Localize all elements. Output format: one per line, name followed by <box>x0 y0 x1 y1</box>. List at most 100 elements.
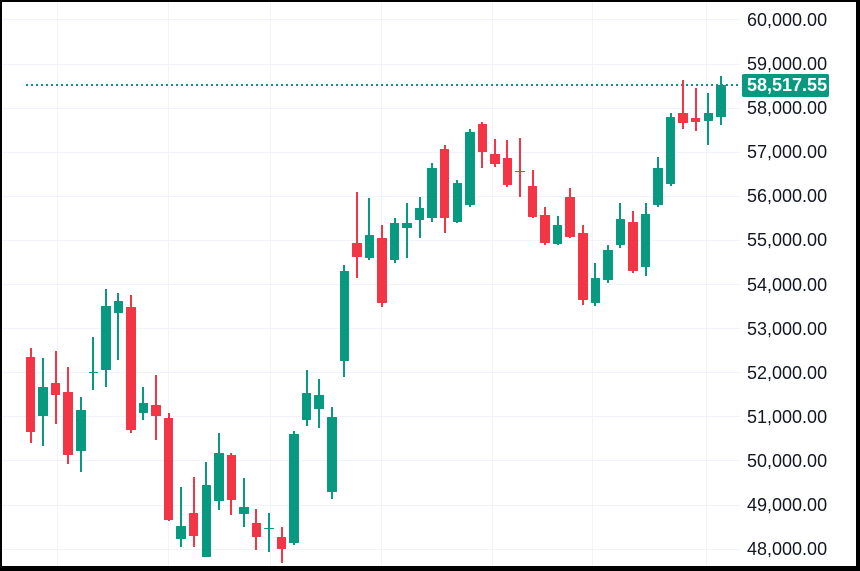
price-axis-label: 56,000.00 <box>747 186 828 207</box>
price-axis-label: 53,000.00 <box>747 318 828 339</box>
candle-wick-down <box>682 79 685 130</box>
price-axis-label: 55,000.00 <box>747 230 828 251</box>
gridline-vertical <box>705 0 707 566</box>
frame-border-bottom <box>0 566 860 571</box>
candle-down[interactable] <box>565 196 575 237</box>
candle-down[interactable] <box>527 186 538 217</box>
candle-up[interactable] <box>465 131 475 206</box>
last-price-label: 58,517.55 <box>742 73 829 97</box>
candle-up[interactable] <box>615 219 626 245</box>
candle-up[interactable] <box>364 235 375 259</box>
gridline-vertical <box>269 0 271 566</box>
candle-down[interactable] <box>628 222 638 271</box>
candle-wick-up <box>92 337 95 390</box>
gridline-horizontal <box>0 107 740 109</box>
gridline-horizontal <box>0 151 740 153</box>
gridline-horizontal <box>0 284 740 285</box>
candle-up[interactable] <box>239 506 249 514</box>
candle-down[interactable] <box>477 124 488 152</box>
candle-up[interactable] <box>339 270 349 361</box>
price-axis-label: 57,000.00 <box>747 142 828 163</box>
price-axis-label: 49,000.00 <box>747 495 828 515</box>
price-axis-label: 52,000.00 <box>747 362 828 383</box>
candle-down[interactable] <box>276 536 287 550</box>
candle-up[interactable] <box>402 222 412 229</box>
candle-down[interactable] <box>540 214 550 244</box>
gridline-horizontal <box>0 416 740 418</box>
candle-down[interactable] <box>678 113 688 124</box>
candle-down[interactable] <box>690 118 701 122</box>
candle-wick-up <box>117 293 120 360</box>
candle-down[interactable] <box>226 455 237 501</box>
candle-up[interactable] <box>603 250 613 281</box>
gridline-vertical <box>56 0 58 566</box>
candle-up[interactable] <box>176 525 186 539</box>
candle-down[interactable] <box>578 233 588 300</box>
candle-down[interactable] <box>490 154 500 165</box>
candle-wick-down <box>355 191 358 279</box>
candle-up[interactable] <box>76 410 86 451</box>
candle-up[interactable] <box>88 371 98 374</box>
candle-wick-up <box>242 478 245 527</box>
candle-up[interactable] <box>716 85 726 118</box>
candle-up[interactable] <box>264 527 274 530</box>
price-axis-label: 51,000.00 <box>747 406 828 427</box>
candle-up[interactable] <box>640 213 651 267</box>
candle-wick-down <box>493 139 496 167</box>
candle-up[interactable] <box>314 395 324 410</box>
candle-wick-up <box>368 198 371 260</box>
gridline-horizontal <box>0 19 740 21</box>
candle-down[interactable] <box>126 306 136 430</box>
candle-down[interactable] <box>25 356 36 432</box>
candle-down[interactable] <box>515 170 525 173</box>
frame-border-top <box>0 0 860 2</box>
candle-down[interactable] <box>377 238 387 304</box>
gridline-horizontal <box>0 328 740 330</box>
candle-up[interactable] <box>101 306 111 370</box>
gridline-horizontal <box>0 372 740 374</box>
candle-down[interactable] <box>50 382 61 396</box>
candlestick-plot-area[interactable] <box>0 0 740 566</box>
candle-up[interactable] <box>138 402 149 413</box>
candle-up[interactable] <box>665 117 676 184</box>
candle-wick-up <box>406 203 408 259</box>
candle-up[interactable] <box>590 278 600 304</box>
candle-down[interactable] <box>352 242 362 258</box>
gridline-horizontal <box>0 460 740 462</box>
candle-up[interactable] <box>289 434 299 544</box>
gridline-horizontal <box>0 63 740 65</box>
candle-up[interactable] <box>201 485 211 557</box>
candle-up[interactable] <box>327 416 337 492</box>
candle-down[interactable] <box>63 392 73 456</box>
candle-wick-down <box>192 476 195 547</box>
candle-up[interactable] <box>389 223 400 260</box>
candle-down[interactable] <box>251 523 262 538</box>
gridline-vertical <box>491 0 493 566</box>
gridline-vertical <box>167 0 169 566</box>
candle-up[interactable] <box>414 208 425 221</box>
candle-up[interactable] <box>113 300 124 314</box>
candle-down[interactable] <box>502 158 513 185</box>
candle-up[interactable] <box>38 386 48 416</box>
price-axis-label: 48,000.00 <box>747 539 828 560</box>
price-axis-label: 59,000.00 <box>747 54 828 74</box>
candle-up[interactable] <box>427 168 437 219</box>
last-price-line <box>26 84 741 87</box>
candle-up[interactable] <box>653 168 663 206</box>
candle-up[interactable] <box>552 225 563 244</box>
candle-down[interactable] <box>439 149 450 219</box>
candle-up[interactable] <box>452 183 462 222</box>
frame-border-left <box>0 0 2 571</box>
candle-up[interactable] <box>301 393 312 420</box>
gridline-horizontal <box>0 504 740 506</box>
candle-down[interactable] <box>151 404 161 416</box>
candle-down[interactable] <box>163 418 174 520</box>
candle-up[interactable] <box>214 453 224 501</box>
price-axis-label: 58,000.00 <box>747 98 828 119</box>
gridline-horizontal <box>0 548 740 550</box>
candle-up[interactable] <box>703 112 713 121</box>
price-axis-label: 54,000.00 <box>747 274 828 295</box>
price-axis-label: 60,000.00 <box>747 9 828 30</box>
candle-down[interactable] <box>188 513 199 536</box>
